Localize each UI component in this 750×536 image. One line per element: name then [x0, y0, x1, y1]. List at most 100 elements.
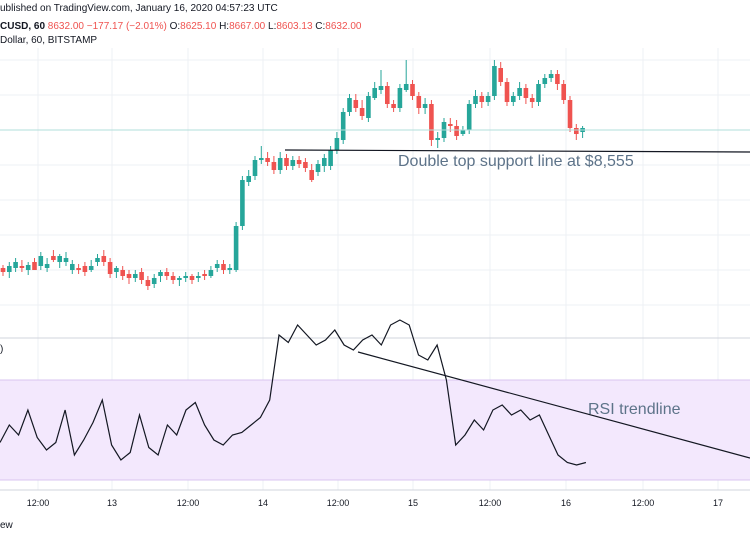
candle-body	[259, 158, 264, 160]
candle-body	[309, 170, 314, 180]
candle-body	[290, 160, 296, 166]
rsi-trendline-annotation: RSI trendline	[588, 401, 681, 418]
x-tick-label: 17	[713, 498, 723, 508]
candle-body	[227, 268, 233, 270]
candle-body	[567, 100, 573, 128]
o-value: 8625.10	[180, 21, 217, 32]
candle-body	[385, 86, 390, 104]
x-tick-label: 16	[561, 498, 571, 508]
x-tick-label: 12:00	[27, 498, 50, 508]
candle-body	[529, 98, 535, 102]
candle-body	[561, 84, 566, 100]
candle-body	[366, 96, 371, 118]
candle-body	[485, 96, 491, 102]
candle-body	[277, 158, 283, 170]
candle-body	[70, 264, 75, 270]
candle-body	[158, 272, 163, 276]
candle-body	[19, 266, 25, 268]
candle-body	[315, 164, 321, 172]
header-published: ublished on TradingView.com, January 16,…	[0, 3, 278, 14]
change-value: −177.17 (−2.01%)	[86, 21, 167, 32]
candle-body	[76, 268, 81, 270]
candle-body	[498, 68, 503, 82]
rsi-trendline[interactable]	[357, 351, 750, 459]
candle-body	[221, 264, 226, 270]
candle-body	[466, 104, 472, 130]
candle-body	[0, 268, 6, 272]
published-text: ublished on TradingView.com, January 16,…	[0, 3, 278, 14]
candle-body	[536, 84, 541, 102]
candle-body	[340, 112, 346, 140]
candle-body	[372, 88, 377, 98]
candle-body	[429, 104, 434, 140]
l-label: L:	[268, 21, 277, 32]
x-tick-label: 15	[408, 498, 418, 508]
candle-body	[120, 270, 125, 276]
candle-body	[196, 276, 201, 278]
candle-body	[44, 264, 50, 268]
candle-body	[473, 96, 478, 104]
candle-body	[133, 274, 138, 278]
candle-body	[7, 266, 12, 272]
candle-body	[252, 160, 258, 176]
header-ohlc: CUSD, 60 8632.00 −177.17 (−2.01%) O:8625…	[0, 21, 361, 32]
footer-text: ew	[0, 520, 13, 531]
candles-group	[0, 60, 585, 290]
candle-body	[460, 130, 466, 134]
candle-body	[107, 262, 113, 274]
candle-body	[303, 162, 308, 168]
candle-body	[151, 278, 157, 284]
candle-body	[391, 104, 396, 108]
candle-body	[101, 256, 107, 262]
candle-body	[126, 274, 132, 278]
candle-body	[208, 270, 214, 276]
candle-body	[410, 84, 415, 96]
candle-body	[189, 276, 195, 280]
candle-body	[38, 256, 44, 266]
candle-body	[555, 74, 560, 84]
candle-body	[548, 74, 554, 78]
candle-body	[511, 96, 516, 102]
candle-body	[170, 276, 176, 280]
candle-body	[265, 158, 270, 162]
candle-body	[246, 176, 251, 182]
candle-body	[57, 256, 62, 262]
candle-body	[397, 88, 403, 108]
candle-body	[271, 162, 277, 170]
candle-body	[214, 264, 220, 268]
c-value: 8632.00	[325, 21, 362, 32]
candle-body	[139, 272, 144, 280]
support-line[interactable]	[284, 149, 750, 153]
candle-body	[334, 138, 340, 150]
x-tick-label: 12:00	[632, 498, 655, 508]
candle-body	[347, 98, 352, 112]
open-price: 8632.00	[47, 21, 84, 32]
candle-body	[114, 268, 119, 272]
candle-body	[95, 258, 100, 262]
x-tick-label: 14	[258, 498, 268, 508]
candle-body	[183, 276, 188, 278]
candle-body	[240, 180, 245, 226]
candle-body	[504, 82, 510, 102]
candle-body	[542, 78, 548, 84]
candle-body	[574, 128, 579, 134]
series-name: Dollar, 60, BITSTAMP	[0, 35, 98, 46]
rsi-label: )	[0, 344, 3, 355]
rsi-band	[0, 380, 750, 480]
candle-body	[492, 66, 497, 96]
x-tick-label: 12:00	[479, 498, 502, 508]
x-tick-label: 12:00	[177, 498, 200, 508]
candle-body	[416, 96, 422, 108]
candle-body	[296, 160, 302, 164]
candle-body	[359, 108, 365, 116]
candle-body	[403, 84, 409, 90]
support-annotation: Double top support line at $8,555	[398, 153, 634, 170]
x-tick-label: 13	[107, 498, 117, 508]
h-value: 8667.00	[229, 21, 266, 32]
candle-body	[328, 150, 333, 166]
candle-body	[164, 272, 170, 276]
candle-body	[448, 124, 453, 126]
symbol-label[interactable]: CUSD, 60	[0, 21, 46, 32]
series-legend[interactable]: Dollar, 60, BITSTAMP	[0, 35, 97, 46]
